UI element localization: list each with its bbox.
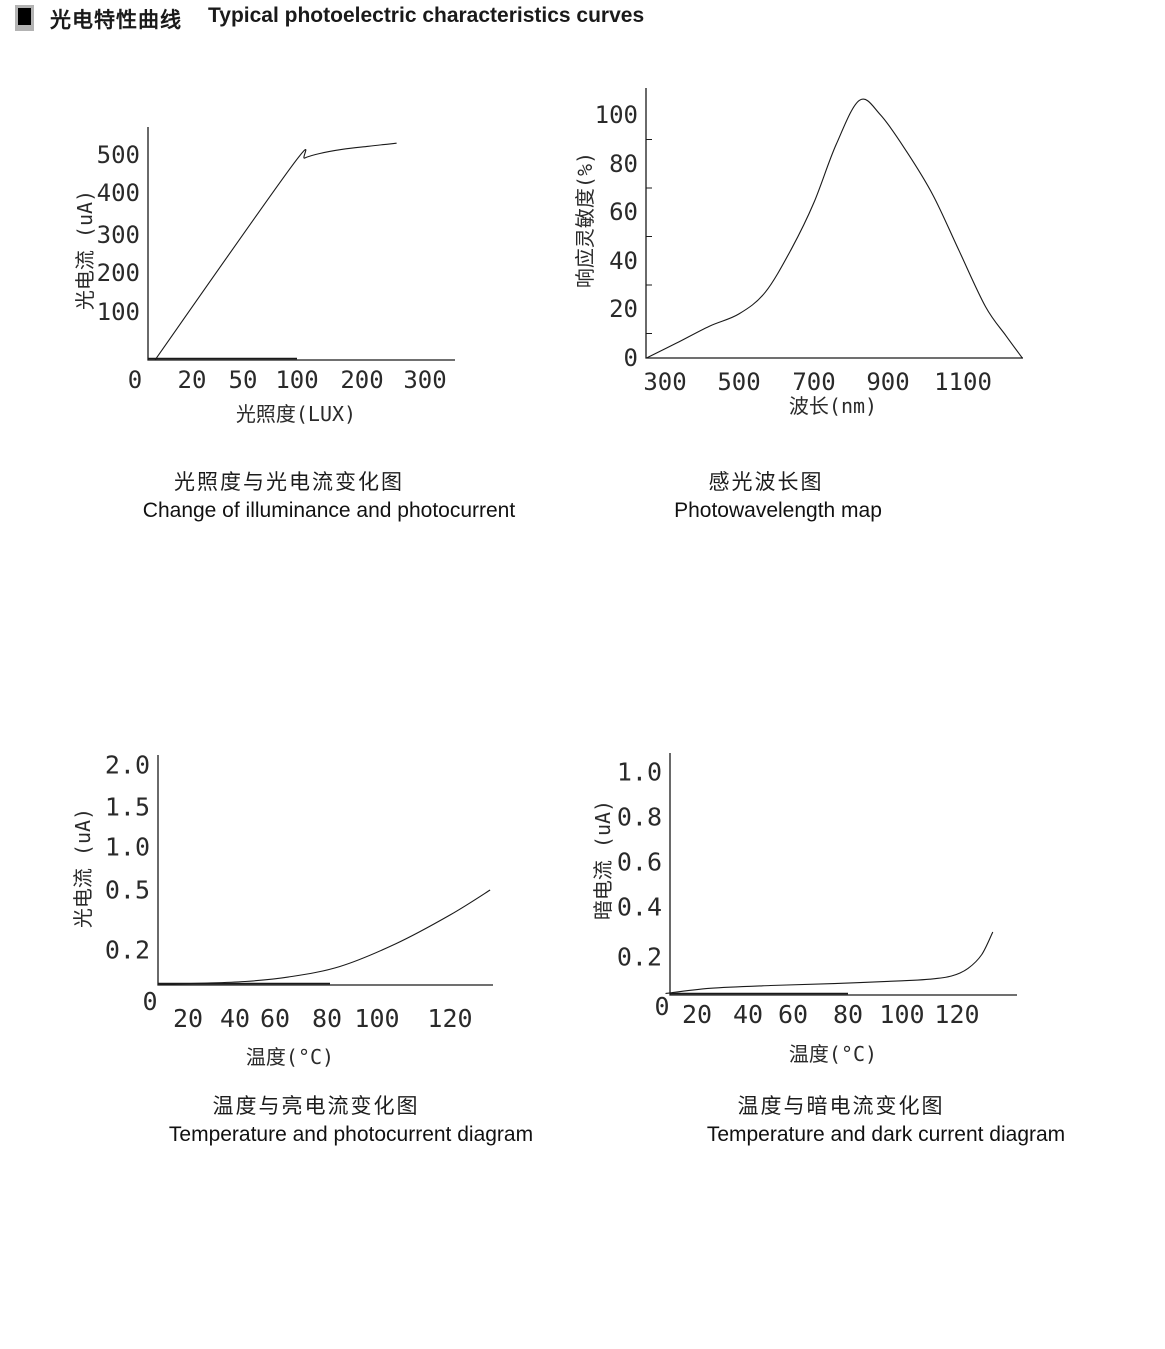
x-tick-label: 40	[220, 1004, 250, 1033]
y-tick-label: 0	[624, 344, 638, 372]
y-tick-label: 400	[97, 179, 140, 207]
x-tick-label: 100	[275, 366, 318, 394]
x-tick-label: 100	[879, 1000, 924, 1029]
y-tick-label: 0.6	[617, 848, 662, 877]
caption-en-wavelength: Photowavelength map	[674, 499, 882, 522]
temperature-darkcurrent-chart: 0.2 0.4 0.6 0.8 1.0 0 20 40 60 80 100 120 暗电流 (uA) 温度…	[591, 753, 1017, 1066]
x-tick-label: 900	[866, 368, 909, 396]
y-axis-label: 响应灵敏度(%)	[573, 152, 597, 288]
y-tick-label: 60	[609, 198, 638, 226]
axes	[157, 755, 493, 986]
y-tick-label: 300	[97, 221, 140, 249]
x-tick-label: 1100	[934, 368, 992, 396]
y-axis-label: 光电流 (uA)	[73, 190, 97, 310]
x-tick-label: 300	[643, 368, 686, 396]
x-tick-label: 50	[229, 366, 258, 394]
x-tick-label: 60	[778, 1000, 808, 1029]
y-tick-label: 0.2	[105, 936, 150, 965]
curve-relative-sensitivity	[646, 98, 1023, 359]
caption-cn-wavelength: 感光波长图	[708, 470, 824, 494]
x-axis-label: 光照度(LUX)	[236, 402, 356, 426]
y-tick-label: 200	[97, 259, 140, 287]
section-header: 光电特性曲线 Typical photoelectric characteris…	[15, 4, 644, 34]
y-tick-label: 0.8	[617, 803, 662, 832]
black-square-bullet-icon	[15, 5, 34, 31]
x-tick-label: 80	[833, 1000, 863, 1029]
x-tick-label: 20	[173, 1004, 203, 1033]
x-tick-label: 60	[260, 1004, 290, 1033]
y-axis-label: 光电流 (uA)	[71, 808, 95, 928]
x-axis-label: 温度(°C)	[789, 1042, 877, 1066]
y-axis-label: 暗电流 (uA)	[591, 800, 615, 920]
y-tick-label: 0.5	[105, 876, 150, 905]
y-tick-label: 1.5	[105, 793, 150, 822]
caption-en-temp-photocurrent: Temperature and photocurrent diagram	[168, 1123, 534, 1146]
caption-cn-temp-darkcurrent: 温度与暗电流变化图	[737, 1094, 945, 1118]
y-tick-label: 100	[97, 298, 140, 326]
y-tick-label: 1.0	[105, 833, 150, 862]
x-tick-label: 20	[682, 1000, 712, 1029]
caption-cn-temp-photocurrent: 温度与亮电流变化图	[212, 1094, 420, 1118]
axes	[645, 88, 1023, 359]
x-tick-label: 700	[792, 368, 835, 396]
y-tick-label: 0.4	[617, 893, 662, 922]
x-tick-label: 120	[427, 1004, 472, 1033]
axes	[147, 127, 455, 361]
temperature-photocurrent-chart: 0.2 0.5 1.0 1.5 2.0 0 20 40 60 80 100 120 光电流 (uA) 温度…	[71, 751, 493, 1069]
x-tick-label: 0	[128, 366, 142, 394]
section-title-cn: 光电特性曲线	[50, 9, 182, 32]
caption-cn-illuminance: 光照度与光电流变化图	[174, 470, 404, 494]
section-title-en: Typical photoelectric characteristics cu…	[208, 4, 645, 27]
x-axis-label: 波长(nm)	[789, 394, 877, 418]
curve-photocurrent	[154, 142, 397, 361]
axes	[669, 753, 1017, 996]
x-tick-label: 40	[733, 1000, 763, 1029]
caption-en-temp-darkcurrent: Temperature and dark current diagram	[706, 1123, 1066, 1146]
curve-dark-current	[665, 931, 994, 995]
y-tick-label: 2.0	[105, 751, 150, 780]
x-tick-label: 0	[142, 987, 157, 1016]
y-tick-label: 20	[609, 295, 638, 323]
x-tick-label: 200	[340, 366, 383, 394]
x-axis-label: 温度(°C)	[246, 1045, 334, 1069]
y-tick-label: 80	[609, 150, 638, 178]
spectral-response-chart: 0 20 40 60 80 100 300 500 700 900 1100 响应灵敏度(%) 波长(n…	[573, 88, 1023, 418]
x-tick-label: 300	[403, 366, 446, 394]
caption-en-illuminance: Change of illuminance and photocurrent	[142, 499, 516, 522]
y-tick-label: 40	[609, 247, 638, 275]
y-tick-label: 100	[595, 101, 638, 129]
x-tick-label: 80	[312, 1004, 342, 1033]
y-tick-label: 500	[97, 141, 140, 169]
x-tick-label: 20	[178, 366, 207, 394]
y-tick-label: 0.2	[617, 943, 662, 972]
curve-light-current	[159, 889, 491, 985]
x-tick-label: 500	[717, 368, 760, 396]
y-tick-label: 1.0	[617, 758, 662, 787]
bullet-square	[18, 8, 31, 25]
x-tick-label: 100	[354, 1004, 399, 1033]
x-tick-label: 120	[934, 1000, 979, 1029]
x-tick-label: 0	[654, 992, 669, 1021]
